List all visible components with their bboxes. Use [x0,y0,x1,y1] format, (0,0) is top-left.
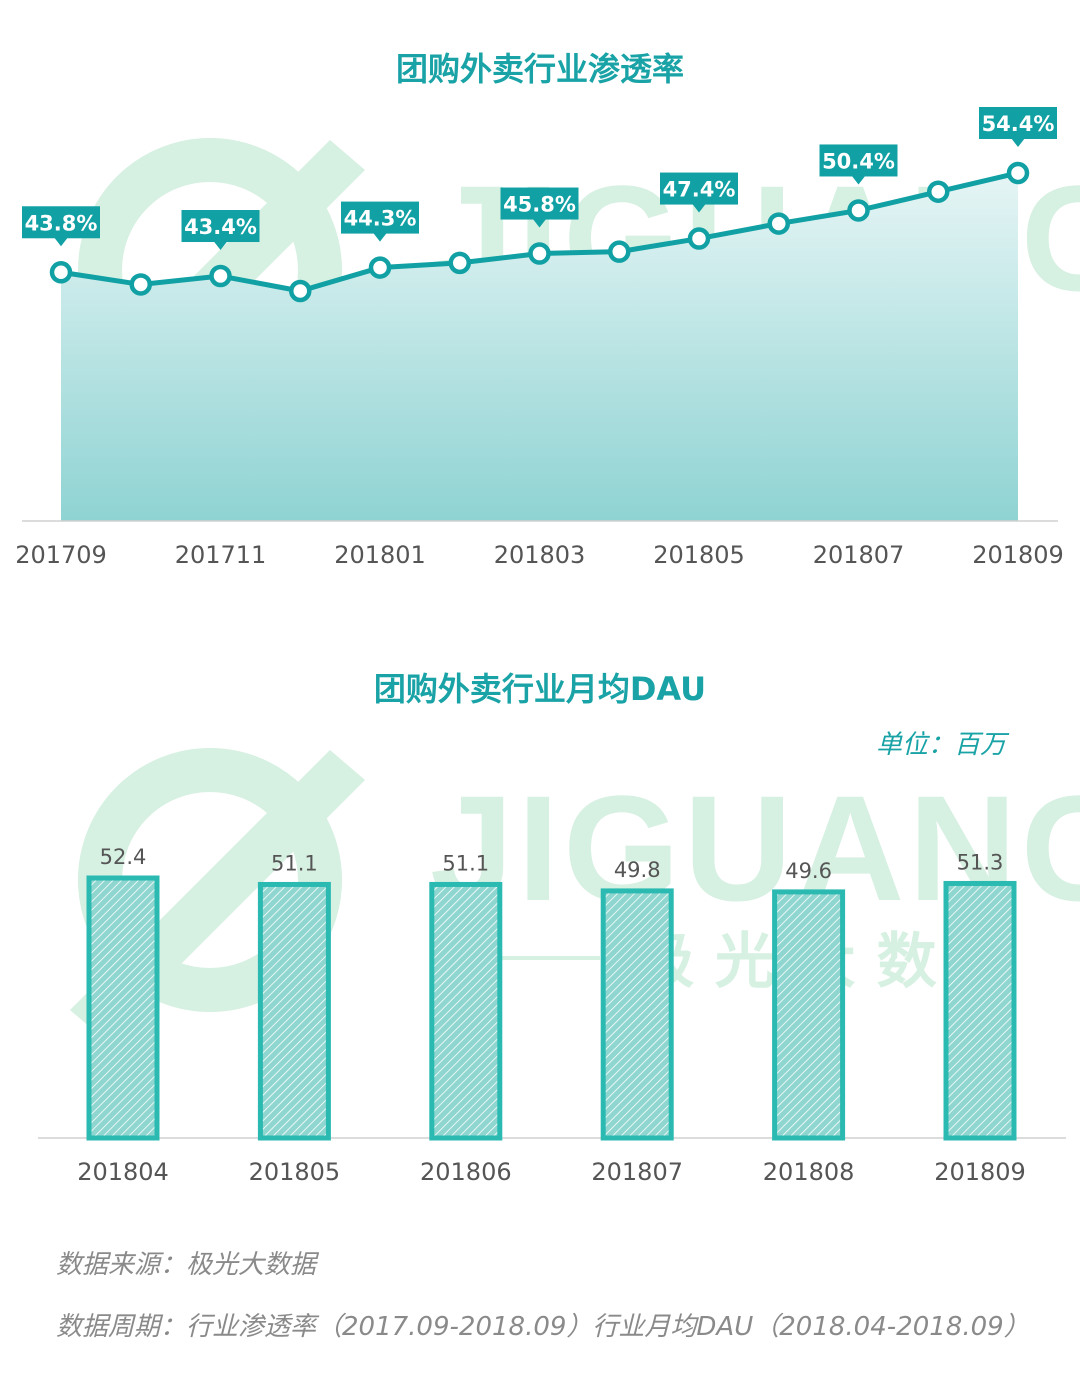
data-label: 54.4% [982,112,1055,136]
data-label: 44.3% [344,207,417,231]
data-label: 43.8% [25,211,98,235]
bar-value-label: 49.8 [614,858,661,882]
data-label-pointer [1011,138,1025,147]
data-point [209,264,232,288]
bar-value-label: 51.1 [271,851,318,875]
watermark-logo: JIGUANG极 光 大 数 据 [70,748,1080,1040]
data-label-pointer [851,175,866,185]
data-label-box [341,201,419,234]
data-label: 43.4% [184,215,257,239]
x-tick-label: 201805 [249,1158,341,1186]
data-label: 47.4% [663,178,736,202]
data-point [847,199,870,222]
data-label-pointer [54,237,68,247]
data-point [448,251,471,275]
bar [772,889,846,1141]
data-label-pointer [213,241,228,251]
data-label-box [22,206,100,239]
data-label-box [979,107,1057,139]
area-fill [61,173,1018,521]
data-label-pointer [692,203,706,213]
bar [429,881,503,1141]
data-label-box [500,187,579,220]
x-tick-label: 201803 [494,541,586,569]
data-label-box [819,144,898,177]
data-point [49,261,73,284]
x-tick-label: 201807 [591,1158,683,1186]
bar-value-label: 49.6 [785,859,832,883]
bar [943,880,1017,1141]
x-tick-label: 201809 [934,1158,1026,1186]
chart-title-dau: 团购外卖行业月均DAU [373,670,707,708]
bar-value-label: 51.3 [957,850,1004,874]
data-source: 数据来源：极光大数据 [56,1250,317,1280]
x-tick-label: 201711 [175,541,267,569]
chart-title-penetration: 团购外卖行业渗透率 [395,50,684,88]
x-tick-label: 201805 [653,541,745,569]
x-tick-label: 201809 [972,541,1064,569]
data-label-box [181,210,260,243]
x-tick-label: 201709 [15,541,107,569]
x-tick-label: 201804 [77,1158,169,1186]
data-label: 50.4% [822,149,895,173]
x-tick-label: 201801 [334,541,426,569]
dau-chart: 52.4 201804 51.1 201805 51.1 201806 49.8 201807… [38,845,1066,1186]
data-label-pointer [373,232,387,242]
data-point [927,180,950,203]
bar-value-label: 51.1 [442,851,489,875]
data-point [767,212,790,235]
data-period: 数据周期：行业渗透率（2017.09-2018.09）行业月均DAU（2018.… [56,1312,1030,1342]
bar-value-label: 52.4 [100,845,147,869]
bar [86,875,160,1141]
x-tick-label: 201806 [420,1158,512,1186]
data-point [1006,161,1030,185]
data-point [608,240,631,263]
bar [600,888,674,1141]
data-point [289,279,312,303]
penetration-chart: 43.8% 43.4% 44.3% 45.8% 47.4% 50.4% 54.4% 20170… [15,107,1064,569]
x-tick-label: 201807 [813,541,905,569]
data-label: 45.8% [503,193,576,217]
data-point [368,256,392,279]
data-point [528,242,551,265]
bar [257,881,331,1141]
data-point [129,273,152,296]
unit-label: 单位：百万 [876,730,1007,760]
x-tick-label: 201808 [763,1158,855,1186]
data-label-pointer [532,218,547,228]
data-label-box [660,172,738,205]
data-point [687,227,711,250]
